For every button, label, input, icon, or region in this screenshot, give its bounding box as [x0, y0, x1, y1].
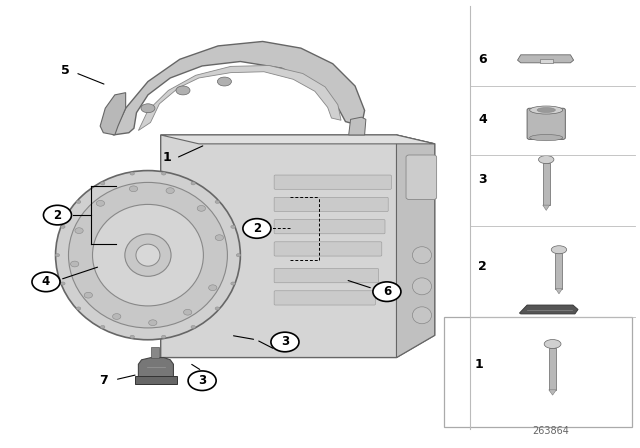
Polygon shape [548, 390, 556, 395]
Ellipse shape [136, 244, 160, 266]
Polygon shape [540, 59, 552, 63]
Ellipse shape [76, 307, 81, 310]
Ellipse shape [161, 335, 166, 338]
Ellipse shape [70, 261, 79, 267]
Ellipse shape [130, 335, 134, 338]
Circle shape [271, 332, 299, 352]
Ellipse shape [544, 340, 561, 349]
Ellipse shape [141, 104, 155, 113]
Polygon shape [520, 305, 578, 314]
Circle shape [188, 371, 216, 391]
Polygon shape [161, 135, 435, 358]
FancyBboxPatch shape [274, 242, 382, 256]
Ellipse shape [236, 254, 241, 257]
FancyBboxPatch shape [548, 348, 556, 390]
Ellipse shape [130, 172, 134, 175]
Ellipse shape [530, 134, 563, 141]
Text: 6: 6 [383, 285, 391, 298]
Polygon shape [518, 55, 573, 63]
Ellipse shape [129, 186, 138, 192]
Ellipse shape [113, 314, 121, 319]
Ellipse shape [100, 182, 105, 185]
Circle shape [44, 205, 72, 225]
Ellipse shape [412, 247, 431, 263]
Ellipse shape [530, 106, 563, 114]
Ellipse shape [161, 172, 166, 175]
Ellipse shape [412, 307, 431, 324]
Polygon shape [100, 93, 125, 135]
Ellipse shape [148, 320, 157, 326]
Text: 7: 7 [99, 374, 108, 387]
Ellipse shape [61, 225, 65, 228]
Polygon shape [138, 65, 341, 130]
Polygon shape [138, 358, 173, 378]
Polygon shape [113, 42, 365, 135]
FancyBboxPatch shape [556, 253, 563, 289]
Ellipse shape [197, 206, 205, 211]
FancyBboxPatch shape [151, 347, 159, 358]
Ellipse shape [93, 204, 204, 306]
Text: 5: 5 [61, 64, 70, 77]
Ellipse shape [412, 278, 431, 295]
Ellipse shape [76, 200, 81, 203]
Text: 263864: 263864 [532, 426, 569, 436]
Ellipse shape [231, 225, 236, 228]
Text: 2: 2 [478, 260, 487, 273]
Ellipse shape [55, 254, 60, 257]
Ellipse shape [56, 171, 241, 340]
FancyBboxPatch shape [406, 155, 436, 199]
Circle shape [243, 219, 271, 238]
Ellipse shape [191, 182, 195, 185]
Text: 3: 3 [478, 173, 487, 186]
Ellipse shape [215, 235, 223, 241]
Ellipse shape [84, 292, 93, 298]
FancyBboxPatch shape [135, 376, 177, 384]
FancyBboxPatch shape [527, 108, 565, 139]
Ellipse shape [75, 228, 83, 233]
Text: 2: 2 [53, 209, 61, 222]
Ellipse shape [218, 77, 232, 86]
Text: 3: 3 [281, 336, 289, 349]
FancyBboxPatch shape [274, 175, 392, 189]
Text: 3: 3 [198, 374, 206, 387]
Text: 6: 6 [478, 53, 487, 66]
Ellipse shape [191, 325, 195, 328]
Ellipse shape [125, 234, 171, 276]
Ellipse shape [215, 307, 220, 310]
FancyBboxPatch shape [274, 291, 376, 305]
FancyBboxPatch shape [274, 197, 388, 211]
Text: 4: 4 [42, 276, 50, 289]
Ellipse shape [209, 285, 217, 291]
Polygon shape [349, 117, 366, 135]
Polygon shape [556, 289, 563, 294]
Ellipse shape [96, 200, 104, 206]
Ellipse shape [184, 310, 192, 315]
Ellipse shape [166, 188, 174, 194]
Ellipse shape [215, 200, 220, 203]
FancyBboxPatch shape [274, 268, 379, 283]
Polygon shape [396, 135, 435, 358]
Ellipse shape [68, 182, 227, 328]
Text: 1: 1 [475, 358, 484, 371]
Circle shape [32, 272, 60, 292]
Circle shape [373, 282, 401, 302]
Ellipse shape [537, 108, 556, 112]
FancyBboxPatch shape [274, 220, 385, 234]
Ellipse shape [176, 86, 190, 95]
FancyBboxPatch shape [543, 163, 550, 205]
Ellipse shape [551, 246, 566, 254]
Polygon shape [161, 135, 435, 144]
Text: 2: 2 [253, 222, 261, 235]
Ellipse shape [61, 282, 65, 285]
Polygon shape [543, 205, 550, 211]
Text: 4: 4 [478, 113, 487, 126]
Text: 1: 1 [163, 151, 172, 164]
FancyBboxPatch shape [444, 318, 632, 426]
Ellipse shape [100, 325, 105, 328]
Ellipse shape [231, 282, 236, 285]
Ellipse shape [538, 155, 554, 164]
